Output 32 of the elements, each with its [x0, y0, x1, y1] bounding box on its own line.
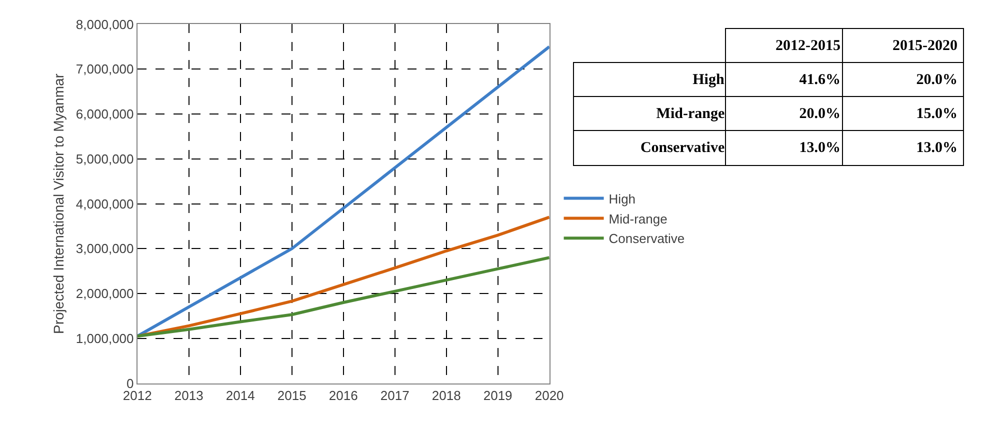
y-axis-title: Projected International Visitor to Myanmar — [50, 73, 67, 334]
x-tick-label: 2017 — [380, 388, 410, 403]
line-series — [137, 256, 550, 338]
y-tick-label: 2,000,000 — [76, 286, 134, 302]
text: 15.0% — [916, 106, 958, 122]
legend-label: Conservative — [608, 231, 685, 246]
legend-label: High — [608, 191, 636, 206]
x-tick-label: 2020 — [534, 388, 564, 403]
category-label: 2012-2015 — [776, 38, 841, 54]
x-tick-label: 2018 — [432, 388, 461, 403]
x-tick-label: 2015 — [277, 388, 306, 403]
x-tick-label: 2019 — [483, 388, 512, 403]
category-label: Conservative — [640, 140, 725, 156]
y-tick-label: 6,000,000 — [76, 106, 134, 122]
x-tick-label: 2013 — [174, 388, 204, 403]
text: 41.6% — [799, 72, 841, 88]
x-tick-label: 2016 — [328, 388, 358, 403]
category-label: High — [692, 72, 724, 88]
category-label: Mid-range — [656, 106, 725, 122]
y-tick-label: 5,000,000 — [76, 151, 134, 166]
y-tick-label: 4,000,000 — [76, 196, 134, 212]
legend-label: Mid-range — [608, 211, 668, 226]
x-tick-label: 2014 — [226, 388, 255, 403]
y-tick-label: 7,000,000 — [76, 62, 134, 77]
text: 13.0% — [799, 140, 841, 156]
y-tick-label: 3,000,000 — [76, 241, 134, 256]
text: 20.0% — [916, 72, 958, 88]
text: 20.0% — [799, 106, 841, 122]
text: 13.0% — [916, 140, 958, 156]
y-tick-label: 1,000,000 — [76, 330, 134, 346]
category-label: 2015-2020 — [892, 38, 958, 54]
y-tick-label: 8,000,000 — [76, 16, 134, 32]
